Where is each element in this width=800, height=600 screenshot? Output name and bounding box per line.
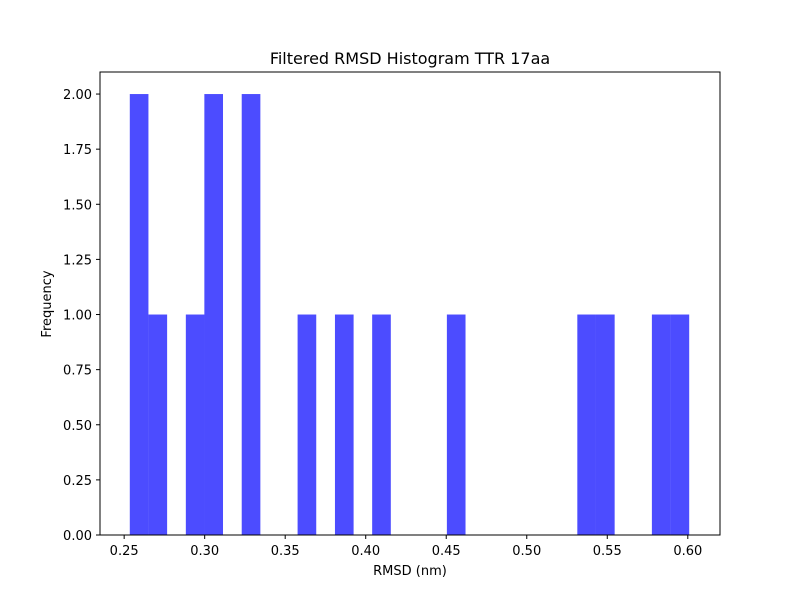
histogram-bar <box>148 314 168 535</box>
y-tick-label: 1.50 <box>63 198 92 213</box>
x-axis-label: RMSD (nm) <box>373 564 447 579</box>
y-tick-label: 0.50 <box>63 419 92 434</box>
x-tick-label: 0.60 <box>673 544 702 559</box>
histogram-bar <box>129 94 149 536</box>
y-axis-ticks: 0.00 0.25 0.50 0.75 1.00 1.25 1.50 1.75 2.00 <box>63 88 100 544</box>
histogram-bar <box>297 314 317 535</box>
histogram-bar <box>446 314 466 535</box>
histogram-bar <box>670 314 690 535</box>
histogram-bar <box>596 314 615 535</box>
x-tick-label: 0.35 <box>271 544 300 559</box>
x-tick-label: 0.30 <box>190 544 219 559</box>
histogram-bar <box>204 94 224 536</box>
y-tick-label: 0.25 <box>63 474 92 489</box>
histogram-bar <box>372 314 391 535</box>
x-tick-label: 0.25 <box>110 544 139 559</box>
y-tick-label: 0.00 <box>63 529 92 544</box>
histogram-bar <box>185 314 205 535</box>
y-tick-label: 1.00 <box>63 309 92 324</box>
y-tick-label: 1.75 <box>63 143 92 158</box>
histogram-bar <box>334 314 354 535</box>
x-tick-label: 0.55 <box>593 544 622 559</box>
bars-group <box>129 94 690 536</box>
histogram-bar <box>651 314 671 535</box>
y-axis-label: Frequency <box>40 270 55 337</box>
y-tick-label: 1.25 <box>63 253 92 268</box>
x-tick-label: 0.40 <box>351 544 380 559</box>
x-axis-ticks: 0.25 0.30 0.35 0.40 0.45 0.50 0.55 0.60 <box>110 535 702 559</box>
histogram-bar <box>241 94 261 536</box>
chart-title: Filtered RMSD Histogram TTR 17aa <box>270 49 550 68</box>
y-tick-label: 0.75 <box>63 364 92 379</box>
x-tick-label: 0.50 <box>512 544 541 559</box>
plot-frame <box>99 71 721 536</box>
x-tick-label: 0.45 <box>432 544 461 559</box>
histogram-bar <box>577 314 596 535</box>
y-tick-label: 2.00 <box>63 88 92 103</box>
